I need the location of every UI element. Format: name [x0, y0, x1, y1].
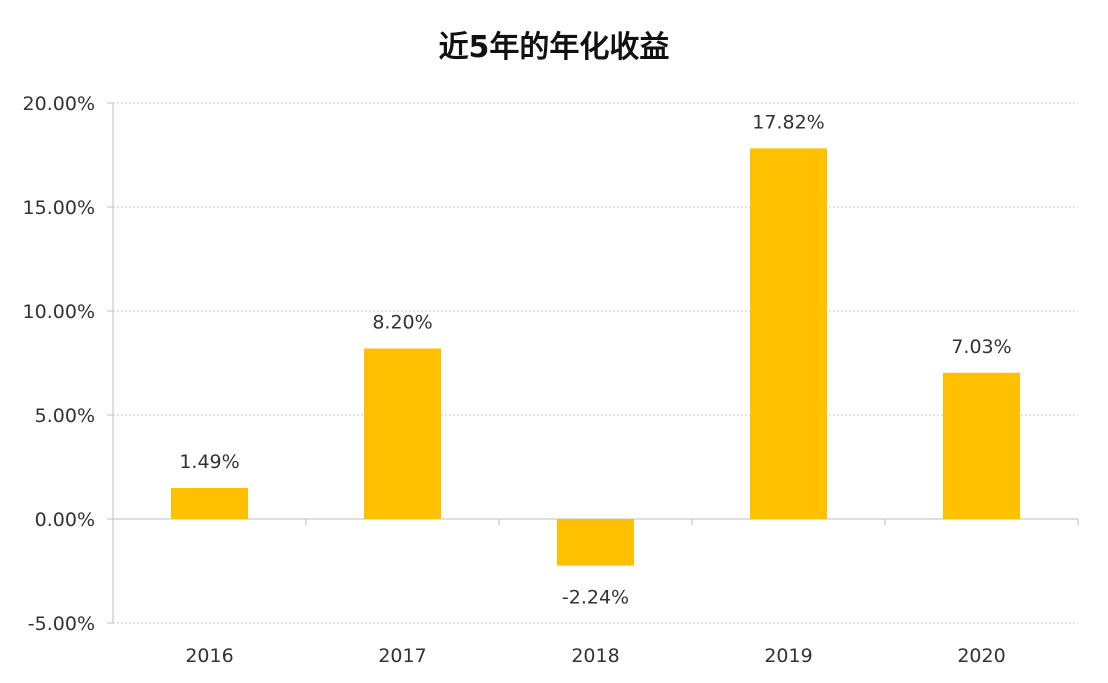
data-label: 8.20% — [372, 311, 432, 333]
x-tick-label: 2018 — [571, 645, 619, 667]
bar-2018 — [557, 519, 634, 566]
bar-2016 — [171, 488, 248, 519]
y-tick-label: 20.00% — [23, 93, 95, 115]
bar-2019 — [750, 148, 827, 519]
chart-title: 近5年的年化收益 — [438, 30, 670, 65]
data-label: 7.03% — [951, 336, 1011, 358]
y-tick-label: 5.00% — [35, 405, 95, 427]
x-tick-label: 2017 — [378, 645, 426, 667]
y-tick-label: -5.00% — [28, 613, 95, 635]
bar-2017 — [364, 348, 441, 519]
bar-2020 — [943, 372, 1020, 519]
data-label: -2.24% — [562, 587, 629, 609]
y-tick-label: 10.00% — [23, 301, 95, 323]
y-tick-label: 0.00% — [35, 509, 95, 531]
data-label: 1.49% — [179, 451, 239, 473]
x-tick-label: 2016 — [185, 645, 233, 667]
x-tick-label: 2019 — [764, 645, 812, 667]
data-label: 17.82% — [752, 111, 824, 133]
x-tick-label: 2020 — [957, 645, 1005, 667]
y-tick-label: 15.00% — [23, 197, 95, 219]
